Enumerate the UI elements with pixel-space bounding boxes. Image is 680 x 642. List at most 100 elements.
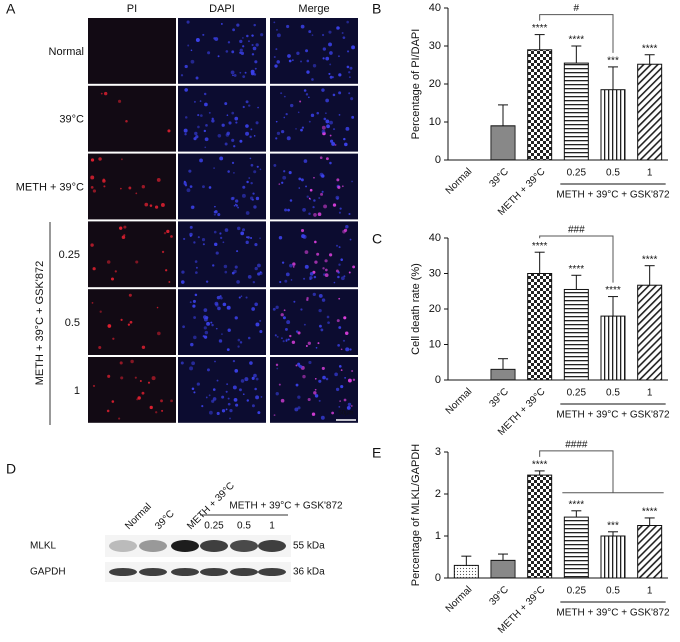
group-label: METH + 39°C + GSK'872 [229, 501, 343, 512]
cell [323, 117, 327, 121]
cell [337, 55, 340, 58]
micrograph [88, 85, 176, 152]
cell [347, 378, 352, 383]
cell [213, 37, 216, 40]
micrograph [88, 221, 176, 288]
cell [203, 317, 208, 322]
cell [322, 267, 325, 270]
cell [219, 296, 223, 300]
cell [281, 337, 283, 340]
bracket: ### [539, 225, 614, 283]
cell [275, 48, 278, 51]
cell [222, 241, 225, 244]
cell [154, 205, 159, 209]
cell [316, 252, 320, 256]
cell [203, 326, 207, 330]
cell [200, 114, 203, 117]
cell [247, 275, 252, 279]
cell [231, 111, 235, 115]
cell [254, 242, 258, 247]
cell [251, 404, 255, 408]
cell [215, 251, 219, 255]
panel-letter: C [372, 231, 382, 247]
cell [224, 102, 228, 106]
panel-letter: B [372, 1, 381, 17]
cell [118, 417, 121, 420]
cell [255, 121, 259, 125]
cell [321, 366, 325, 370]
cell [321, 129, 326, 134]
cell [106, 409, 110, 413]
cell [224, 228, 229, 232]
cell [186, 188, 191, 193]
cell [224, 270, 228, 274]
cell [217, 55, 220, 58]
cell [349, 238, 352, 241]
cell [338, 405, 341, 408]
cell [245, 124, 249, 128]
cell [304, 250, 309, 255]
cell [284, 208, 288, 212]
cell [325, 268, 328, 272]
cell [340, 276, 345, 281]
bracket-label: #### [565, 440, 588, 451]
cell [287, 208, 290, 212]
cell [180, 361, 184, 365]
cell [119, 226, 123, 230]
cell [314, 394, 319, 398]
cell [322, 57, 325, 60]
cell [340, 385, 344, 389]
cell [256, 165, 259, 168]
scale-bar-label: 50μm [338, 411, 353, 417]
cell [193, 100, 196, 103]
cell [120, 318, 123, 321]
cell [308, 96, 310, 99]
band-size: 55 kDa [293, 541, 325, 552]
y-tick-label: 0 [435, 374, 441, 386]
cell [300, 308, 303, 311]
cell [287, 54, 291, 58]
bracket-line [539, 235, 614, 283]
cell [232, 74, 234, 77]
group-label: METH + 39°C + GSK'872 [556, 410, 670, 421]
x-tick-label: 1 [647, 586, 653, 597]
cell [226, 348, 230, 352]
cell [182, 325, 185, 329]
error-bar [644, 517, 655, 526]
cell [337, 185, 341, 189]
group-label: METH + 39°C + GSK'872 [556, 608, 670, 619]
cell [241, 193, 246, 198]
cell [337, 343, 340, 347]
cell [183, 128, 188, 133]
cell [230, 197, 234, 201]
row-label: 1 [74, 385, 80, 397]
cell [180, 74, 184, 77]
band [171, 540, 199, 552]
cell [335, 387, 340, 392]
cell [324, 259, 328, 263]
x-tick-label: 0.25 [567, 168, 587, 179]
cell [214, 205, 216, 208]
cell [307, 341, 311, 345]
cell [242, 45, 245, 48]
cell [222, 302, 227, 307]
cell [312, 206, 315, 209]
cell [237, 345, 240, 348]
cell [280, 398, 285, 403]
band [230, 540, 258, 552]
cell [279, 280, 282, 284]
cell [135, 192, 138, 195]
error-bar [644, 265, 655, 286]
cell [201, 405, 204, 408]
cell [233, 204, 236, 207]
cell [332, 93, 336, 97]
cell [212, 397, 217, 401]
cell [249, 157, 252, 160]
cell [249, 196, 254, 200]
cell [184, 64, 188, 69]
cell [280, 92, 283, 95]
cell [253, 170, 257, 174]
lane-label: 0.25 [204, 521, 224, 532]
cell [149, 405, 153, 410]
cell [225, 390, 228, 393]
